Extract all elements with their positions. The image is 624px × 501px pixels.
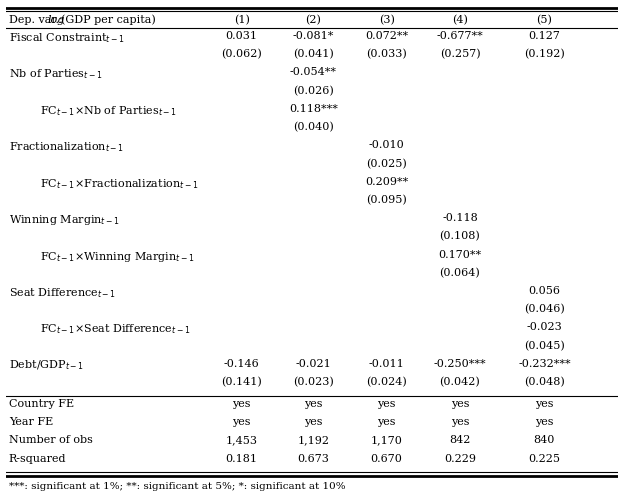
Text: 840: 840 xyxy=(534,435,555,444)
Text: FC$_{t-1}$×Seat Difference$_{t-1}$: FC$_{t-1}$×Seat Difference$_{t-1}$ xyxy=(40,322,190,336)
Text: yes: yes xyxy=(451,398,469,408)
Text: (0.045): (0.045) xyxy=(524,340,565,350)
Text: (0.046): (0.046) xyxy=(524,304,565,314)
Text: Debt/GDP$_{t-1}$: Debt/GDP$_{t-1}$ xyxy=(9,358,84,372)
Text: (0.026): (0.026) xyxy=(293,86,334,96)
Text: (0.108): (0.108) xyxy=(440,231,480,241)
Text: (0.023): (0.023) xyxy=(293,376,334,386)
Text: Year FE: Year FE xyxy=(9,416,53,426)
Text: (0.048): (0.048) xyxy=(524,376,565,386)
Text: yes: yes xyxy=(232,416,251,426)
Text: (0.095): (0.095) xyxy=(366,194,407,205)
Text: Number of obs: Number of obs xyxy=(9,435,92,444)
Text: yes: yes xyxy=(535,416,553,426)
Text: 0.056: 0.056 xyxy=(529,286,560,296)
Text: yes: yes xyxy=(378,416,396,426)
Text: log: log xyxy=(47,15,65,25)
Text: 0.225: 0.225 xyxy=(529,453,560,463)
Text: (2): (2) xyxy=(305,15,321,25)
Text: 0.170**: 0.170** xyxy=(439,249,482,259)
Text: (0.033): (0.033) xyxy=(366,49,407,60)
Text: FC$_{t-1}$×Nb of Parties$_{t-1}$: FC$_{t-1}$×Nb of Parties$_{t-1}$ xyxy=(40,104,177,117)
Text: (5): (5) xyxy=(537,15,552,25)
Text: -0.011: -0.011 xyxy=(369,358,404,368)
Text: (1): (1) xyxy=(234,15,250,25)
Text: Country FE: Country FE xyxy=(9,398,74,408)
Text: yes: yes xyxy=(378,398,396,408)
Text: yes: yes xyxy=(304,398,323,408)
Text: 0.209**: 0.209** xyxy=(365,176,408,186)
Text: (0.025): (0.025) xyxy=(366,158,407,168)
Text: (4): (4) xyxy=(452,15,468,25)
Text: (3): (3) xyxy=(379,15,394,25)
Text: -0.232***: -0.232*** xyxy=(518,358,571,368)
Text: -0.010: -0.010 xyxy=(369,140,404,150)
Text: -0.081*: -0.081* xyxy=(293,31,334,41)
Text: Fiscal Constraint$_{t-1}$: Fiscal Constraint$_{t-1}$ xyxy=(9,31,124,45)
Text: ***: significant at 1%; **: significant at 5%; *: significant at 10%: ***: significant at 1%; **: significant … xyxy=(9,481,345,490)
Text: Fractionalization$_{t-1}$: Fractionalization$_{t-1}$ xyxy=(9,140,124,154)
Text: Seat Difference$_{t-1}$: Seat Difference$_{t-1}$ xyxy=(9,286,115,299)
Text: FC$_{t-1}$×Fractionalization$_{t-1}$: FC$_{t-1}$×Fractionalization$_{t-1}$ xyxy=(40,176,198,190)
Text: (GDP per capita): (GDP per capita) xyxy=(61,15,155,26)
Text: 0.127: 0.127 xyxy=(529,31,560,41)
Text: (0.257): (0.257) xyxy=(440,49,480,60)
Text: (0.192): (0.192) xyxy=(524,49,565,60)
Text: Winning Margin$_{t-1}$: Winning Margin$_{t-1}$ xyxy=(9,213,120,226)
Text: -0.021: -0.021 xyxy=(295,358,331,368)
Text: 1,170: 1,170 xyxy=(371,435,402,444)
Text: yes: yes xyxy=(232,398,251,408)
Text: (0.042): (0.042) xyxy=(440,376,480,386)
Text: (0.141): (0.141) xyxy=(222,376,262,386)
Text: yes: yes xyxy=(451,416,469,426)
Text: yes: yes xyxy=(304,416,323,426)
Text: 1,192: 1,192 xyxy=(297,435,329,444)
Text: 0.673: 0.673 xyxy=(297,453,329,463)
Text: 0.031: 0.031 xyxy=(226,31,258,41)
Text: -0.118: -0.118 xyxy=(442,213,478,222)
Text: (0.040): (0.040) xyxy=(293,122,334,132)
Text: Nb of Parties$_{t-1}$: Nb of Parties$_{t-1}$ xyxy=(9,67,102,81)
Text: 0.118***: 0.118*** xyxy=(289,104,338,114)
Text: -0.054**: -0.054** xyxy=(290,67,337,77)
Text: 1,453: 1,453 xyxy=(226,435,258,444)
Text: 0.072**: 0.072** xyxy=(365,31,408,41)
Text: yes: yes xyxy=(535,398,553,408)
Text: (0.024): (0.024) xyxy=(366,376,407,386)
Text: (0.041): (0.041) xyxy=(293,49,334,60)
Text: 0.229: 0.229 xyxy=(444,453,476,463)
Text: -0.146: -0.146 xyxy=(224,358,260,368)
Text: -0.677**: -0.677** xyxy=(437,31,484,41)
Text: 0.670: 0.670 xyxy=(371,453,402,463)
Text: -0.250***: -0.250*** xyxy=(434,358,486,368)
Text: -0.023: -0.023 xyxy=(527,322,562,332)
Text: FC$_{t-1}$×Winning Margin$_{t-1}$: FC$_{t-1}$×Winning Margin$_{t-1}$ xyxy=(40,249,194,263)
Text: 0.181: 0.181 xyxy=(226,453,258,463)
Text: Dep. var.:: Dep. var.: xyxy=(9,15,66,25)
Text: (0.064): (0.064) xyxy=(440,267,480,278)
Text: (0.062): (0.062) xyxy=(222,49,262,60)
Text: 842: 842 xyxy=(449,435,470,444)
Text: R-squared: R-squared xyxy=(9,453,66,463)
